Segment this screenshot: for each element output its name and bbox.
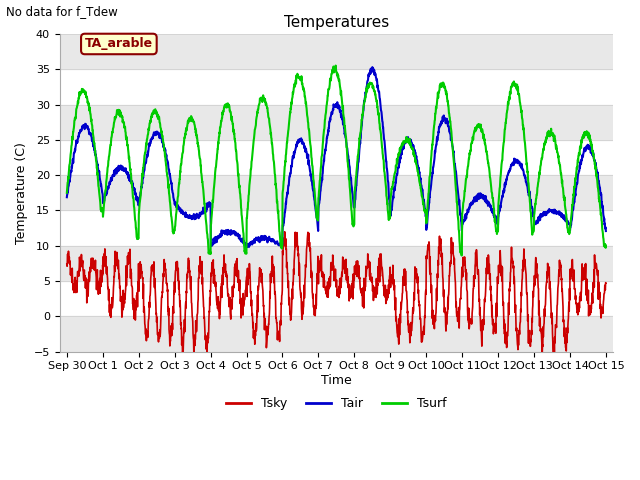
Bar (60, 246, 613, 281)
Title: Temperatures: Temperatures (284, 15, 389, 30)
Y-axis label: Temperature (C): Temperature (C) (15, 142, 28, 244)
Text: TA_arable: TA_arable (85, 37, 153, 50)
Bar (60, 175, 613, 210)
Bar (60, 105, 613, 140)
Bar (60, 316, 613, 351)
X-axis label: Time: Time (321, 374, 352, 387)
Text: No data for f_Tdew: No data for f_Tdew (6, 5, 118, 18)
Bar (60, 34, 613, 69)
Legend: Tsky, Tair, Tsurf: Tsky, Tair, Tsurf (221, 392, 452, 415)
